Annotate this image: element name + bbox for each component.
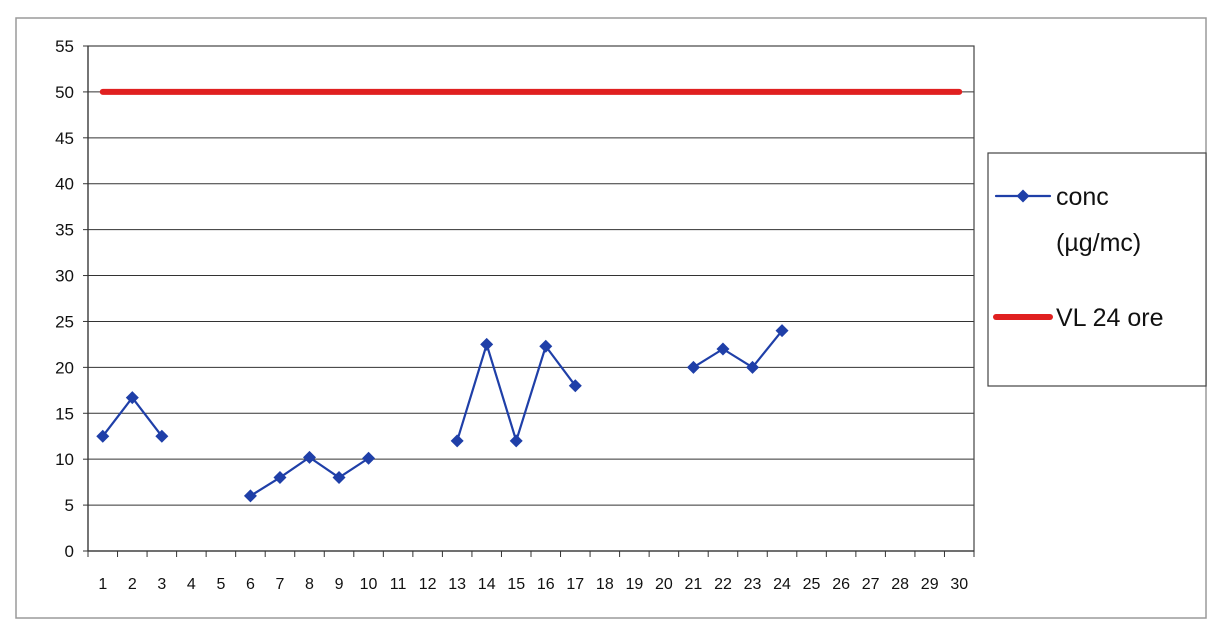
data-point-marker [303, 450, 316, 464]
data-point-marker [480, 337, 494, 351]
data-point-marker [716, 342, 730, 356]
y-tick-label: 0 [65, 542, 74, 561]
x-tick-label: 21 [685, 576, 703, 593]
x-tick-label: 4 [187, 576, 196, 593]
x-tick-label: 7 [276, 576, 285, 593]
x-tick-label: 16 [537, 576, 555, 593]
x-tick-label: 22 [714, 576, 732, 593]
x-tick-label: 13 [448, 576, 466, 593]
x-tick-label: 18 [596, 576, 614, 593]
data-point-marker [568, 379, 582, 393]
x-tick-label: 8 [305, 576, 314, 593]
x-tick-label: 1 [98, 576, 107, 593]
data-point-marker [509, 434, 523, 448]
y-tick-label: 25 [55, 312, 74, 331]
legend-swatch-marker [1016, 189, 1030, 203]
x-tick-label: 28 [891, 576, 909, 593]
data-point-marker [775, 324, 789, 338]
y-tick-label: 10 [55, 450, 74, 469]
x-tick-label: 6 [246, 576, 255, 593]
x-tick-label: 19 [625, 576, 643, 593]
data-point-marker [450, 434, 464, 448]
x-tick-label: 12 [419, 576, 437, 593]
x-tick-label: 3 [157, 576, 166, 593]
series-line [692, 329, 784, 369]
x-tick-label: 10 [360, 576, 378, 593]
x-tick-label: 23 [744, 576, 762, 593]
series-layer [96, 88, 963, 503]
x-tick-label: 14 [478, 576, 496, 593]
y-tick-label: 20 [55, 358, 74, 377]
y-tick-label: 45 [55, 129, 74, 148]
x-tick-label: 24 [773, 576, 791, 593]
y-tick-label: 35 [55, 221, 74, 240]
y-tick-label: 30 [55, 267, 74, 286]
legend-label: conc [1056, 183, 1109, 211]
x-tick-label: 26 [832, 576, 850, 593]
legend-label: (µg/mc) [1056, 229, 1141, 257]
data-point-marker [332, 471, 346, 485]
x-tick-label: 11 [390, 576, 407, 593]
y-tick-label: 55 [55, 37, 74, 56]
data-point-marker [243, 489, 257, 503]
x-tick-label: 2 [128, 576, 137, 593]
data-point-marker [125, 391, 139, 405]
x-tick-label: 9 [335, 576, 344, 593]
x-tick-label: 27 [862, 576, 880, 593]
y-tick-label: 50 [55, 83, 74, 102]
x-tick-label: 29 [921, 576, 939, 593]
legend-label: VL 24 ore [1056, 304, 1163, 332]
y-tick-label: 40 [55, 175, 74, 194]
x-tick-label: 20 [655, 576, 673, 593]
data-point-marker [273, 471, 287, 485]
y-tick-label: 5 [65, 496, 74, 515]
x-tick-label: 17 [566, 576, 584, 593]
data-point-marker [746, 360, 759, 374]
x-tick-label: 15 [507, 576, 525, 593]
legend: conc (µg/mc) VL 24 ore [987, 152, 1207, 387]
y-tick-label: 15 [55, 404, 74, 423]
x-tick-label: 5 [216, 576, 225, 593]
series-conc [96, 324, 789, 503]
data-point-marker [686, 360, 700, 374]
x-tick-label: 30 [950, 576, 968, 593]
x-tick-label: 25 [803, 576, 821, 593]
data-point-marker [155, 429, 169, 443]
data-point-marker [362, 451, 376, 465]
data-point-marker [539, 339, 553, 353]
data-point-marker [96, 429, 110, 443]
